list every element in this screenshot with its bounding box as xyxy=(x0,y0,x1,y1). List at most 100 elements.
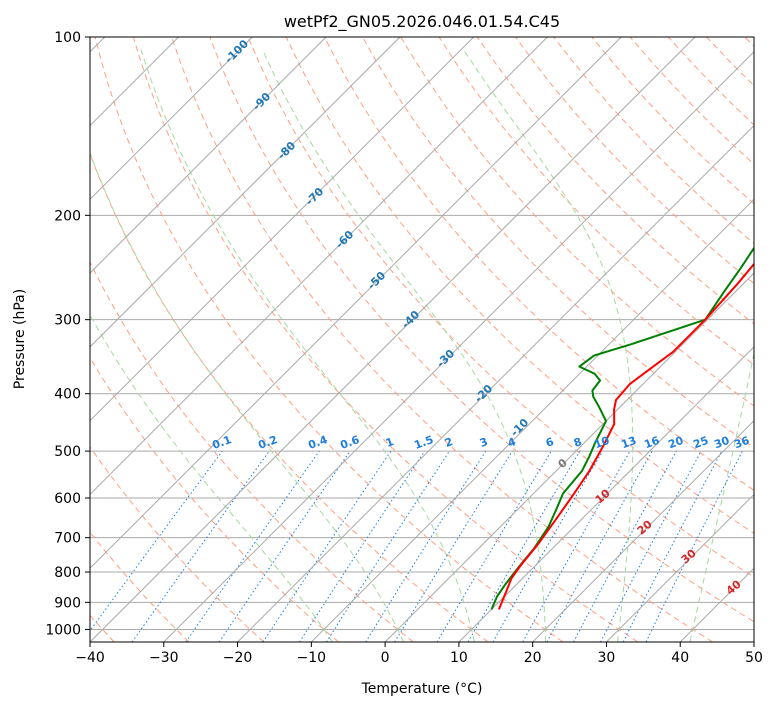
mixing-ratio-line xyxy=(600,450,702,642)
moist-adiabat-line xyxy=(90,151,404,642)
temperature-profile-line xyxy=(497,262,754,610)
moist-adiabat-label: 40 xyxy=(724,577,744,597)
isotherm-line xyxy=(90,37,401,348)
mixing-ratio-line xyxy=(299,450,426,642)
dry-adiabat-line xyxy=(515,37,754,285)
mixing-ratio-line xyxy=(573,450,677,642)
mixing-ratio-line xyxy=(394,450,513,642)
mixing-ratio-label: 4 xyxy=(506,435,518,450)
y-tick-label: 500 xyxy=(54,444,81,460)
mixing-ratio-line xyxy=(90,450,223,632)
dewpoint-profile-line xyxy=(490,246,754,610)
x-tick-label: 10 xyxy=(450,650,468,666)
mixing-ratio-line xyxy=(365,450,487,642)
isotherm-line xyxy=(606,493,754,642)
mixing-ratio-line xyxy=(185,450,320,642)
y-tick-label: 1000 xyxy=(45,622,81,638)
y-tick-label: 900 xyxy=(54,595,81,611)
dry-adiabat-line xyxy=(744,37,754,47)
dry-adiabat-line xyxy=(247,37,754,578)
x-tick-label: −40 xyxy=(75,650,105,666)
isotherm-line xyxy=(90,37,696,642)
y-tick-label: 600 xyxy=(54,491,81,507)
x-tick-label: −10 xyxy=(297,650,327,666)
moist-adiabat-line xyxy=(262,49,547,642)
moist-adiabat-line xyxy=(90,313,333,642)
mixing-ratio-label: 30 xyxy=(712,434,731,452)
isotherm-label: -100 xyxy=(222,37,251,66)
mixing-ratio-label: 8 xyxy=(572,435,584,450)
dry-adiabat-line xyxy=(362,37,754,449)
isotherm-line xyxy=(753,641,754,642)
isotherm-line xyxy=(237,124,754,642)
mixing-ratio-label: 16 xyxy=(642,434,661,452)
mixing-ratio-line xyxy=(131,450,270,642)
moist-adiabat-line xyxy=(689,350,754,642)
moist-adiabat-line xyxy=(140,49,475,642)
dry-adiabat-line xyxy=(90,152,489,642)
x-tick-label: 0 xyxy=(381,650,390,666)
x-tick-label: −30 xyxy=(149,650,179,666)
dry-adiabat-line xyxy=(438,37,754,366)
mixing-ratio-line xyxy=(262,450,392,642)
mixing-ratio-line xyxy=(546,450,653,642)
plot-frame xyxy=(89,36,755,643)
x-tick-label: 30 xyxy=(598,650,616,666)
mixing-ratio-line xyxy=(218,450,351,642)
y-tick-label: 400 xyxy=(54,387,81,403)
x-tick-label: 50 xyxy=(745,650,763,666)
isotherm-label: -30 xyxy=(434,347,457,370)
mixing-ratio-label: 20 xyxy=(666,434,685,452)
isotherm-line xyxy=(90,37,548,496)
moist-adiabat-label: 30 xyxy=(679,546,699,566)
isotherm-line xyxy=(679,567,754,642)
dry-adiabat-line xyxy=(323,37,754,491)
mixing-ratio-label: 13 xyxy=(619,434,638,451)
mixing-ratio-label: 0.1 xyxy=(210,433,233,452)
dry-adiabat-line xyxy=(629,37,754,165)
isotherm-line xyxy=(90,37,327,274)
isotherm-line xyxy=(90,37,475,422)
mixing-ratio-label: 6 xyxy=(544,435,556,450)
dry-adiabat-line xyxy=(90,446,265,642)
isotherm-label: -40 xyxy=(399,308,422,331)
dry-adiabat-line xyxy=(476,37,754,325)
y-tick-label: 200 xyxy=(54,208,81,224)
isotherm-label: -20 xyxy=(472,382,495,405)
dry-adiabat-line xyxy=(171,37,713,642)
isotherm-line xyxy=(163,51,754,642)
x-tick-label: 20 xyxy=(524,650,542,666)
dry-adiabat-line xyxy=(209,37,754,623)
mixing-ratio-label: 36 xyxy=(732,434,751,452)
y-tick-label: 100 xyxy=(54,30,81,46)
mixing-ratio-line xyxy=(467,450,581,642)
y-axis-label: Pressure (hPa) xyxy=(12,289,28,389)
moist-adiabat-line xyxy=(462,49,634,642)
mixing-ratio-label: 1 xyxy=(384,435,396,450)
dry-adiabat-line xyxy=(132,37,639,642)
y-tick-label: 800 xyxy=(54,565,81,581)
mixing-ratio-label: 0.4 xyxy=(306,433,329,452)
y-tick-label: 300 xyxy=(54,313,81,329)
mixing-ratio-line xyxy=(325,450,450,642)
x-tick-label: 40 xyxy=(671,650,689,666)
moist-adiabat-label: 10 xyxy=(593,486,613,506)
mixing-ratio-label: 0.6 xyxy=(338,433,361,452)
dry-adiabat-line xyxy=(90,531,190,642)
isotherm-line xyxy=(532,419,754,642)
isotherm-line xyxy=(384,272,754,642)
dry-adiabat-line xyxy=(94,37,564,642)
mixing-ratio-label: 25 xyxy=(691,434,710,451)
isotherm-line xyxy=(458,346,754,642)
chart-title: wetPf2_GN05.2026.046.01.54.C45 xyxy=(284,12,560,32)
mixing-ratio-label: 1.5 xyxy=(412,433,435,452)
dry-adiabat-line xyxy=(90,356,339,642)
isotherm-line xyxy=(90,37,253,201)
isotherm-line xyxy=(310,198,754,642)
mixing-ratio-label: 3 xyxy=(478,435,490,450)
dry-adiabat-line xyxy=(706,37,754,87)
mixing-ratio-line xyxy=(645,450,743,642)
x-tick-label: −20 xyxy=(223,650,253,666)
